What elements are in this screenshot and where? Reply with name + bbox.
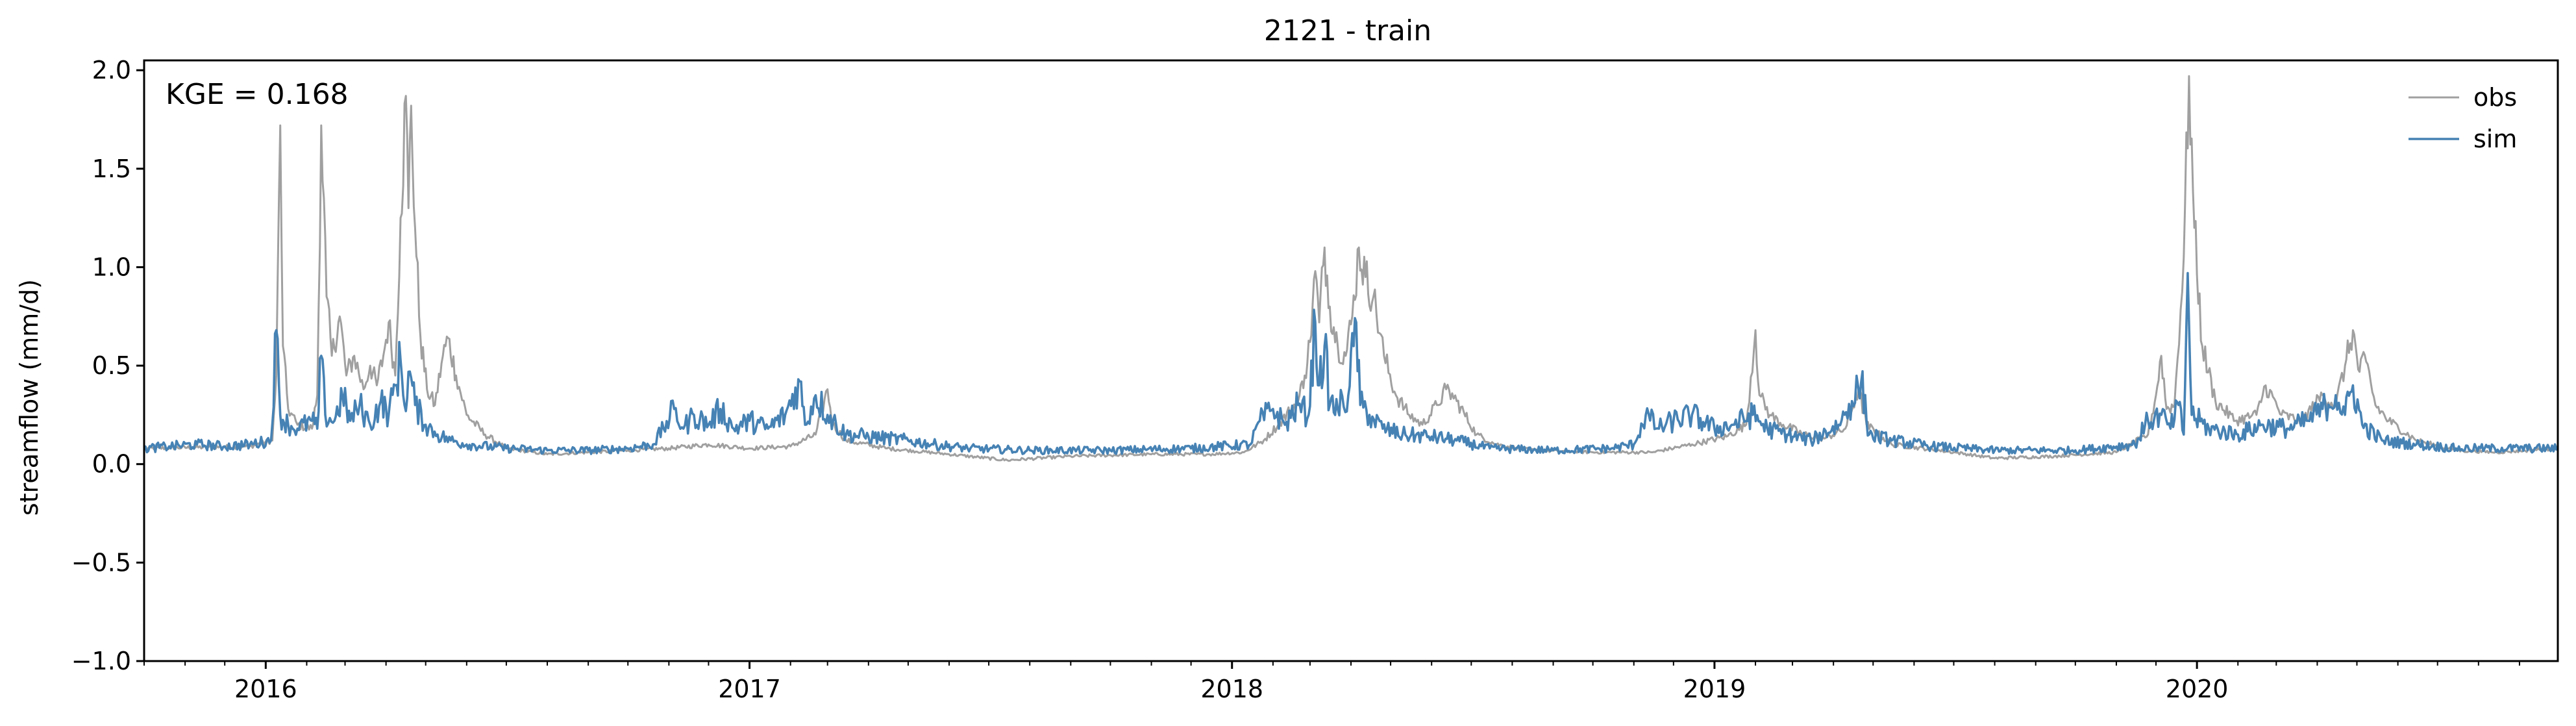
- y-tick-label: 0.0: [92, 450, 131, 479]
- y-axis: −1.0 −0.5 0.0 0.5 1.0 1.5 2.0: [71, 56, 144, 675]
- legend-label-obs: obs: [2473, 83, 2517, 112]
- y-tick-label: 0.5: [92, 351, 131, 380]
- series-layer: [144, 75, 2558, 462]
- x-tick-label: 2019: [1683, 675, 1746, 703]
- y-tick-label: 1.0: [92, 253, 131, 281]
- x-tick-label: 2017: [718, 675, 781, 703]
- legend: obs sim: [2409, 83, 2517, 153]
- y-tick-label: −1.0: [71, 647, 131, 675]
- x-tick-label: 2018: [1200, 675, 1263, 703]
- y-tick-label: −0.5: [71, 548, 131, 577]
- chart-title: 2121 - train: [1264, 14, 1431, 47]
- x-tick-label: 2020: [2166, 675, 2229, 703]
- y-tick-label: 1.5: [92, 155, 131, 183]
- series-line-obs: [144, 75, 2558, 462]
- y-axis-label: streamflow (mm/d): [15, 279, 43, 516]
- kge-annotation: KGE = 0.168: [166, 78, 349, 111]
- legend-label-sim: sim: [2473, 125, 2517, 153]
- y-tick-label: 2.0: [92, 56, 131, 84]
- x-axis: 2016 2017 2018 2019 2020: [143, 661, 2520, 703]
- plot-area: −1.0 −0.5 0.0 0.5 1.0 1.5 2.0 2016 2017 2018 2019…: [71, 56, 2559, 703]
- x-tick-label: 2016: [234, 675, 297, 703]
- series-line-sim: [144, 271, 2558, 456]
